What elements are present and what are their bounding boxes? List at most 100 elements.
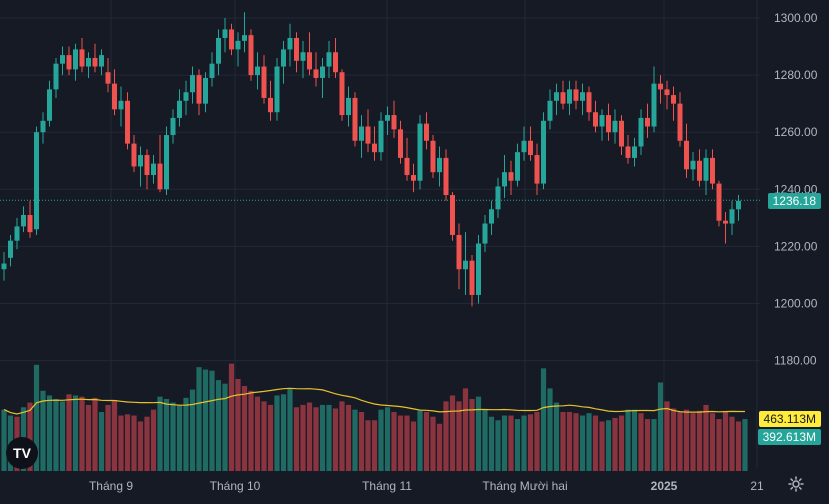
volume-bar	[683, 409, 690, 471]
candle-body	[1, 263, 7, 270]
candle-body	[716, 183, 722, 221]
candle-body	[671, 95, 676, 104]
candle-body	[294, 37, 299, 61]
x-tick-label: Tháng Mười hai	[482, 479, 567, 493]
volume-bar	[631, 409, 638, 471]
candle-body	[27, 214, 33, 233]
gear-icon[interactable]	[788, 476, 804, 492]
volume-bar	[105, 404, 111, 471]
candle-body	[222, 29, 228, 38]
candle-body	[34, 132, 39, 230]
candle-body	[515, 152, 520, 181]
volume-bar	[124, 414, 131, 471]
candle-body	[398, 129, 403, 158]
candle-body	[638, 117, 644, 147]
candle-body	[729, 209, 735, 224]
volume-bar	[527, 414, 534, 471]
volume-bar	[592, 415, 599, 471]
candle-body	[534, 155, 540, 184]
candle-body	[86, 57, 91, 67]
candle-body	[677, 103, 683, 141]
candle-body	[625, 146, 631, 158]
volume-bar	[703, 404, 709, 471]
volume-bar	[664, 401, 670, 471]
volume-bar	[514, 419, 521, 471]
volume-bar	[423, 412, 430, 471]
candle-body	[547, 100, 553, 121]
volume-bar	[456, 401, 462, 471]
candle-body	[229, 29, 234, 50]
candle-body	[508, 172, 514, 181]
candle-body	[560, 92, 566, 104]
candle-body	[248, 35, 254, 76]
candle-body	[92, 57, 98, 67]
y-tick-label: 1220.00	[774, 239, 818, 253]
last-price-label: 1236.18	[767, 193, 821, 209]
candle-body	[333, 52, 338, 73]
candle-body	[157, 163, 163, 190]
candle-body	[456, 234, 462, 270]
volume-bar	[131, 415, 137, 471]
volume-bar	[469, 399, 475, 471]
candle-body	[703, 157, 709, 181]
candle-body	[593, 112, 598, 127]
volume-value-label: 392.613M	[757, 429, 821, 445]
volume-bar	[742, 419, 748, 471]
candle-body	[112, 83, 117, 110]
candle-body	[190, 75, 195, 93]
candle-body	[47, 89, 52, 121]
volume-bar	[488, 416, 495, 471]
volume-bar	[254, 396, 261, 471]
x-tick-label: 2025	[651, 479, 678, 493]
candle-body	[586, 92, 592, 113]
candle-body	[287, 37, 293, 50]
volume-bar	[46, 395, 53, 471]
volume-bar	[92, 397, 98, 471]
x-tick-label: Tháng 11	[362, 479, 412, 493]
volume-bar	[66, 394, 72, 471]
volume-bar	[300, 404, 306, 471]
volume-bar	[651, 419, 657, 471]
volume-bar	[501, 415, 508, 471]
volume-bar	[352, 409, 358, 471]
volume-bar	[235, 378, 241, 471]
candle-body	[450, 195, 455, 235]
volume-bar	[170, 402, 176, 471]
volume-bar	[345, 404, 352, 471]
y-tick-label: 1280.00	[774, 68, 818, 82]
volume-bar	[599, 421, 605, 471]
candle-body	[658, 83, 663, 90]
volume-bar	[638, 413, 644, 471]
candle-body	[521, 140, 527, 153]
volume-bar	[482, 409, 488, 471]
candle-body	[482, 223, 488, 244]
candle-body	[372, 143, 377, 153]
candle-body	[320, 66, 325, 78]
candle-body	[573, 89, 579, 101]
volume-ma-label: 463.113M	[758, 411, 821, 427]
volume-bar	[241, 386, 248, 471]
candle-body	[66, 55, 72, 70]
candle-body	[131, 143, 137, 167]
volume-bar	[59, 401, 66, 471]
candle-body	[235, 40, 241, 50]
candle-body	[502, 172, 507, 187]
volume-bar	[547, 388, 553, 471]
candle-body	[339, 72, 345, 116]
candle-body	[463, 260, 468, 270]
volume-bar	[709, 413, 716, 471]
volume-bar	[72, 395, 79, 471]
volume-bar	[183, 397, 189, 471]
volume-bar	[443, 401, 449, 471]
volume-bar	[163, 399, 170, 471]
volume-bar	[33, 364, 40, 471]
candle-body	[14, 226, 20, 241]
tradingview-logo[interactable]: TV	[6, 437, 38, 469]
y-tick-label: 1300.00	[774, 11, 818, 25]
candle-body	[385, 115, 390, 121]
volume-bar	[690, 413, 696, 471]
volume-bar	[202, 369, 209, 471]
volume-bar	[222, 383, 228, 471]
